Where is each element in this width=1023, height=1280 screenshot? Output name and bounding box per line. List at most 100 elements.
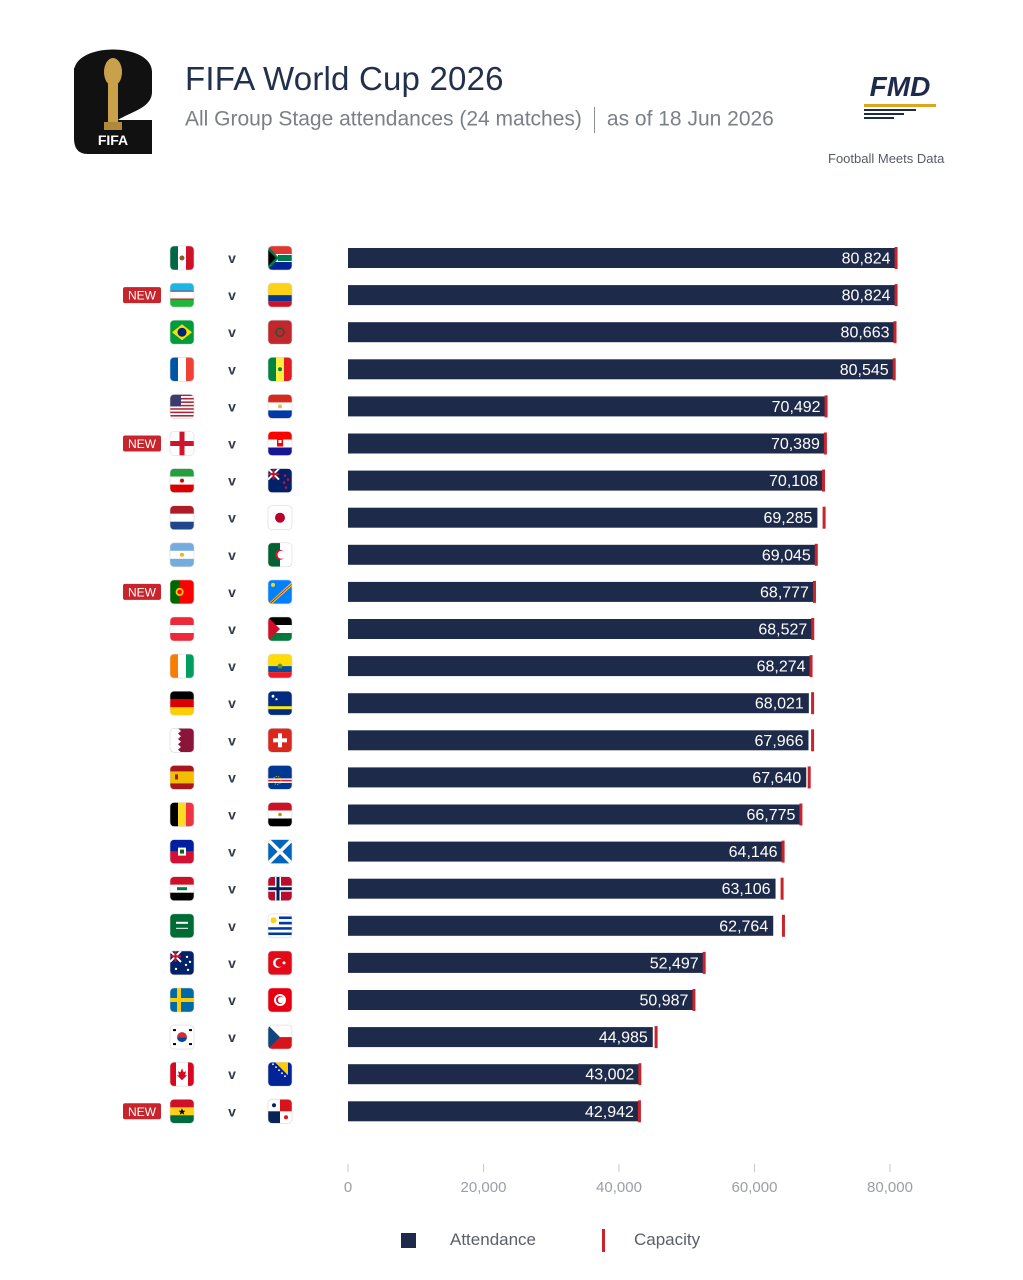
attendance-bar	[348, 693, 809, 714]
attendance-value-label: 80,545	[840, 362, 889, 379]
match-row: v 43,002	[169, 1061, 642, 1087]
attendance-value-label: 67,966	[755, 733, 804, 750]
australia-flag-icon	[169, 950, 195, 976]
new-badge-label: NEW	[128, 289, 157, 303]
legend-attendance-swatch	[401, 1233, 416, 1248]
versus-label: v	[228, 844, 236, 860]
match-row: v 66,775	[169, 802, 803, 827]
attendance-bar	[348, 915, 774, 936]
match-row: v 70,492	[169, 394, 828, 419]
panama-flag-icon	[267, 1099, 293, 1124]
match-row: v 64,146	[169, 839, 785, 864]
canada-flag-icon	[169, 1061, 195, 1087]
turkey-flag-icon	[267, 950, 293, 976]
attendance-value-label: 68,274	[757, 659, 806, 676]
x-tick-label: 0	[344, 1179, 352, 1196]
capacity-marker	[692, 989, 696, 1011]
x-tick-label: 80,000	[867, 1179, 913, 1196]
chart-subtitle: All Group Stage attendances (24 matches)…	[185, 107, 774, 133]
attendance-value-label: 69,285	[763, 510, 812, 527]
match-row: v 62,764	[169, 913, 785, 939]
attendance-value-label: 64,146	[729, 844, 778, 861]
match-row: v 70,108	[169, 468, 825, 493]
attendance-value-label: 80,824	[842, 288, 891, 305]
versus-label: v	[228, 250, 236, 266]
match-row: v 63,106	[169, 876, 784, 902]
capacity-marker	[824, 395, 828, 418]
attendance-bar	[348, 767, 807, 788]
subtitle-matches: All Group Stage attendances (24 matches)	[185, 107, 582, 131]
attendance-bar	[348, 1027, 653, 1048]
attendance-value-label: 44,985	[599, 1030, 648, 1047]
match-row: NEW v 42,942	[123, 1099, 641, 1124]
south-korea-flag-icon	[169, 1024, 195, 1050]
attendance-value-label: 70,492	[772, 399, 821, 416]
attendance-bar	[348, 841, 783, 862]
match-row: v 69,045	[169, 542, 818, 568]
new-badge: NEW	[123, 435, 161, 452]
legend-capacity-label: Capacity	[634, 1230, 701, 1249]
capacity-marker	[893, 321, 897, 344]
attendance-bar	[348, 730, 809, 751]
x-tick-label: 40,000	[596, 1179, 642, 1196]
attendance-value-label: 80,824	[842, 251, 891, 268]
attendance-bar	[348, 507, 818, 528]
attendance-value-label: 66,775	[746, 807, 795, 824]
new-badge-label: NEW	[128, 1105, 157, 1119]
spain-flag-icon	[169, 765, 195, 790]
legend-capacity-marker	[602, 1229, 605, 1252]
attendance-value-label: 70,389	[771, 436, 820, 453]
versus-label: v	[228, 547, 236, 563]
attendance-value-label: 68,021	[755, 696, 804, 713]
usa-flag-icon	[169, 394, 195, 419]
match-row: v 67,640	[169, 765, 811, 790]
match-row: NEW v 80,824	[123, 282, 898, 308]
chart-title: FIFA World Cup 2026	[185, 60, 504, 97]
versus-label: v	[228, 807, 236, 823]
qatar-flag-icon	[169, 727, 195, 753]
algeria-flag-icon	[267, 542, 293, 568]
versus-label: v	[228, 955, 236, 971]
croatia-flag-icon	[267, 431, 293, 456]
saudi-arabia-flag-icon	[169, 913, 195, 939]
capacity-marker	[654, 1026, 658, 1049]
attendance-bar	[348, 396, 826, 417]
new-zealand-flag-icon	[267, 468, 293, 493]
attendance-value-label: 63,106	[722, 881, 771, 898]
x-tick-label: 20,000	[461, 1179, 507, 1196]
versus-label: v	[228, 1103, 236, 1119]
capacity-marker	[823, 432, 827, 455]
fifa-logo-text: FIFA	[98, 132, 128, 148]
versus-label: v	[228, 918, 236, 934]
haiti-flag-icon	[169, 839, 195, 864]
new-badge: NEW	[123, 583, 161, 600]
versus-label: v	[228, 436, 236, 452]
match-row: v 50,987	[169, 987, 696, 1013]
versus-label: v	[228, 1066, 236, 1082]
attendance-bar	[348, 470, 823, 491]
attendance-bar	[348, 952, 704, 973]
ecuador-flag-icon	[267, 653, 293, 679]
match-row: v 68,021	[169, 690, 815, 716]
new-badge: NEW	[123, 287, 161, 304]
capacity-marker	[822, 506, 826, 529]
brazil-flag-icon	[169, 319, 195, 345]
capacity-marker	[780, 877, 784, 900]
versus-label: v	[228, 658, 236, 674]
england-flag-icon	[169, 431, 195, 456]
uzbekistan-flag-icon	[169, 282, 195, 308]
capacity-marker	[811, 692, 815, 715]
versus-label: v	[228, 732, 236, 748]
capacity-marker	[811, 729, 815, 752]
germany-flag-icon	[169, 690, 195, 716]
attendance-value-label: 50,987	[639, 993, 688, 1010]
attendance-value-label: 52,497	[650, 955, 699, 972]
match-row: NEW v 70,389	[123, 431, 827, 456]
new-badge-label: NEW	[128, 585, 157, 599]
attendance-bar	[348, 359, 894, 380]
attendance-bar	[348, 433, 825, 454]
versus-label: v	[228, 510, 236, 526]
attendance-value-label: 69,045	[762, 547, 811, 564]
norway-flag-icon	[267, 876, 293, 902]
